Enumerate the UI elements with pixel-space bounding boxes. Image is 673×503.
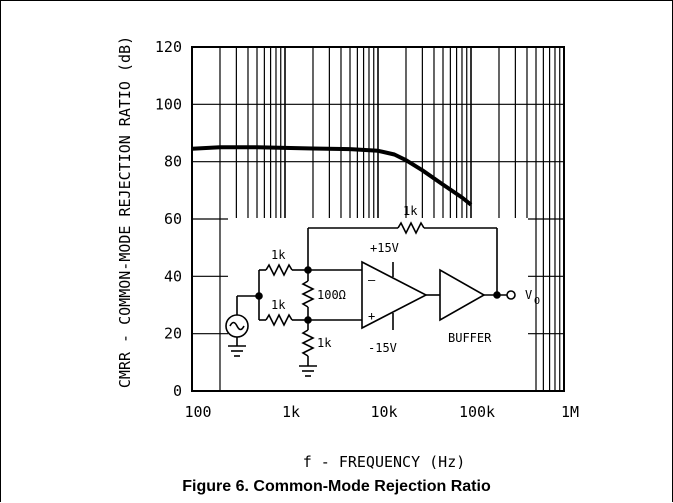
- label-supply-neg: -15V: [368, 341, 397, 355]
- label-r-in-top: 1k: [271, 248, 286, 262]
- y-tick-label: 80: [164, 153, 182, 171]
- plot-border: [191, 46, 565, 392]
- y-axis-title: CMRR - COMMON-MODE REJECTION RATIO (dB): [116, 36, 134, 388]
- buffer-amp: [439, 268, 486, 322]
- label-out-sub: O: [534, 296, 540, 307]
- resistor-feedback: [397, 221, 425, 235]
- op-amp: [361, 260, 428, 330]
- label-r-trim: 100Ω: [317, 288, 346, 302]
- label-out-v: V: [525, 288, 532, 302]
- resistor-in-bottom: [265, 313, 293, 327]
- label-op-minus: –: [368, 273, 376, 287]
- y-tick-label: 40: [164, 267, 182, 285]
- ground-icon: [299, 365, 317, 377]
- y-tick-labels: 0 20 40 60 80 100 120: [155, 38, 182, 400]
- x-axis-title: f - FREQUENCY (Hz): [303, 453, 466, 471]
- y-tick-label: 120: [155, 38, 182, 56]
- y-tick-label: 100: [155, 95, 182, 113]
- x-tick-label: 10k: [370, 403, 397, 421]
- label-op-plus: +: [368, 309, 375, 323]
- label-r-feedback: 1k: [403, 204, 418, 218]
- x-tick-labels: 100 1k 10k 100k 1M: [184, 403, 579, 421]
- x-tick-label: 1M: [561, 403, 579, 421]
- sine-icon: [229, 321, 245, 331]
- output-terminal: [506, 290, 516, 300]
- schematic-labels: 1k 1k 1k 100Ω 1k +15V -15V – + BUFFER V …: [271, 204, 540, 355]
- series-layer: [191, 145, 473, 207]
- resistor-gnd: [301, 329, 315, 357]
- cmrr-curve: [191, 145, 473, 207]
- x-tick-label: 1k: [282, 403, 300, 421]
- x-tick-label: 100k: [459, 403, 495, 421]
- schematic-background: [228, 218, 528, 390]
- resistor-trim: [301, 280, 315, 308]
- label-r-in-bottom: 1k: [271, 298, 286, 312]
- y-tick-label: 60: [164, 210, 182, 228]
- figure-caption: Figure 6. Common-Mode Rejection Ratio: [182, 478, 491, 495]
- label-r-gnd: 1k: [317, 336, 332, 350]
- label-supply-pos: +15V: [370, 241, 399, 255]
- y-tick-label: 0: [173, 382, 182, 400]
- label-buffer: BUFFER: [448, 331, 492, 345]
- x-tick-label: 100: [184, 403, 211, 421]
- resistor-in-top: [265, 263, 293, 277]
- y-tick-label: 20: [164, 325, 182, 343]
- ground-icon: [228, 345, 246, 357]
- test-circuit-schematic: [225, 218, 528, 390]
